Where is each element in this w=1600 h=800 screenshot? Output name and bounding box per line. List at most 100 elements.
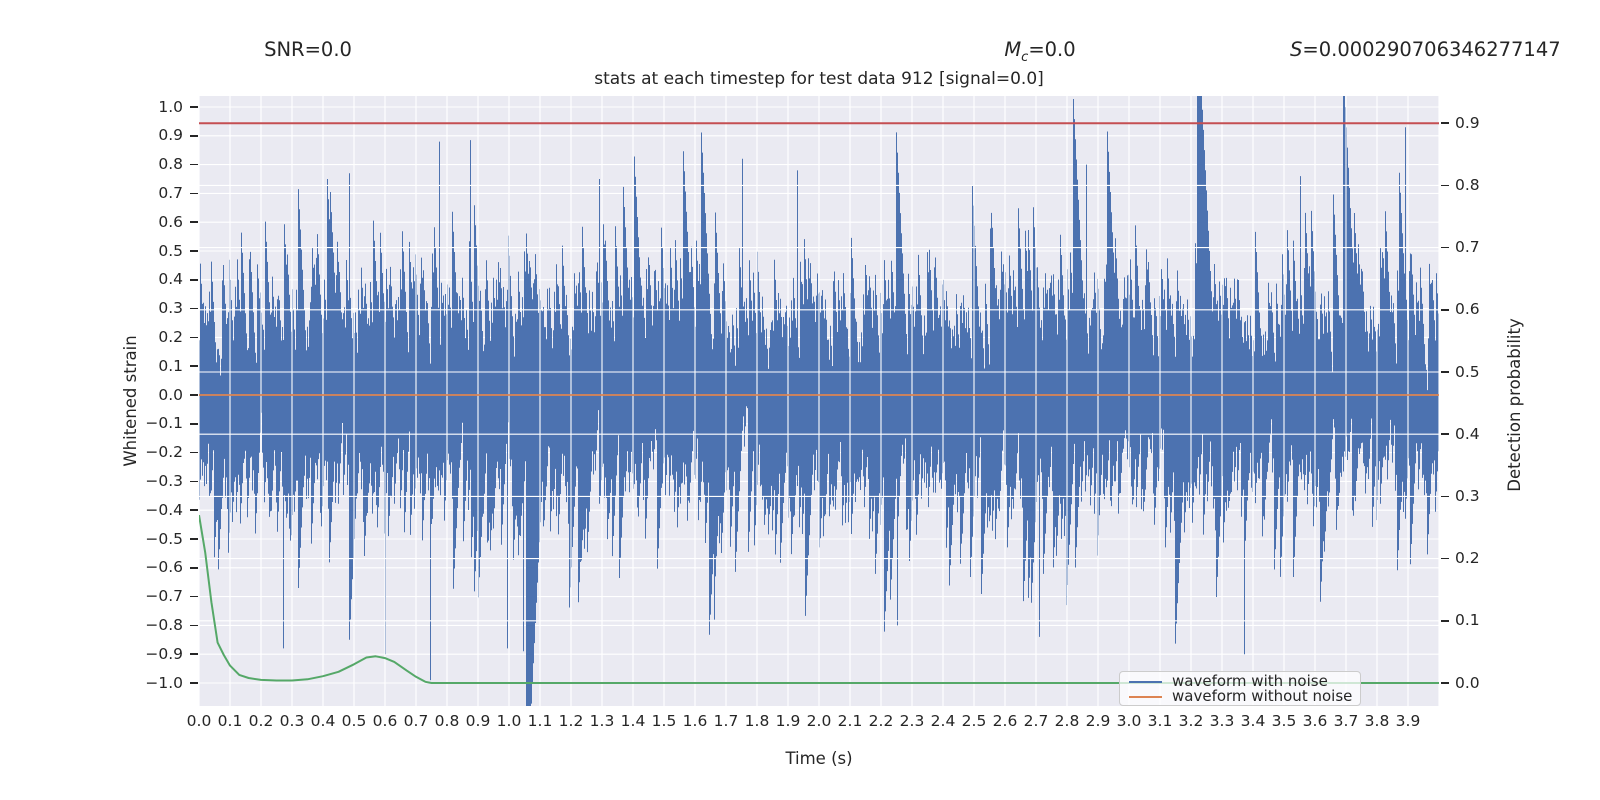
- right-y-tick-mark: [1441, 122, 1449, 124]
- left-y-tick-label: 0.4: [158, 270, 183, 289]
- x-tick-label: 2.4: [930, 712, 956, 730]
- x-tick-label: 2.8: [1054, 712, 1080, 730]
- left-y-tick-label: −0.7: [145, 587, 183, 606]
- left-y-tick-label: −0.1: [145, 414, 183, 433]
- x-tick-label: 1.3: [589, 712, 615, 730]
- x-tick-label: 3.8: [1364, 712, 1390, 730]
- x-tick-label: 0.5: [341, 712, 367, 730]
- right-y-tick-mark: [1441, 620, 1449, 622]
- statistic-symbol: S: [1290, 38, 1303, 61]
- x-tick-label: 0.0: [186, 712, 212, 730]
- right-y-axis-label: Detection probability: [1505, 318, 1524, 492]
- left-y-tick-label: −0.8: [145, 615, 183, 634]
- right-y-tick-label: 0.8: [1455, 175, 1480, 194]
- left-y-tick-mark: [190, 192, 198, 195]
- legend-item-waveform-without-noise: waveform without noise: [1129, 689, 1352, 704]
- left-y-tick-label: 0.1: [158, 356, 183, 375]
- x-tick-label: 2.5: [961, 712, 987, 730]
- left-y-tick-mark: [190, 567, 198, 569]
- left-y-tick-mark: [190, 135, 198, 137]
- x-tick-label: 0.6: [372, 712, 398, 730]
- left-y-tick-mark: [190, 682, 198, 684]
- snr-value: SNR=0.0: [264, 38, 352, 61]
- legend-line-sample-blue: [1129, 680, 1162, 683]
- left-y-tick-mark: [190, 365, 198, 367]
- left-y-tick-mark: [190, 250, 198, 252]
- x-tick-label: 3.0: [1116, 712, 1142, 730]
- snr-title: SNR=0.0: [264, 38, 352, 61]
- x-tick-label: 2.6: [992, 712, 1018, 730]
- left-y-tick-label: 0.5: [158, 241, 183, 260]
- right-y-tick-mark: [1441, 246, 1449, 249]
- x-axis-label: Time (s): [785, 749, 853, 768]
- left-y-tick-label: 1.0: [158, 97, 183, 116]
- x-tick-label: 3.5: [1271, 712, 1297, 730]
- chirp-mass-symbol: M: [1004, 38, 1022, 61]
- x-tick-label: 3.2: [1178, 712, 1204, 730]
- legend: waveform with noise waveform without noi…: [1119, 671, 1361, 706]
- left-y-tick-mark: [190, 163, 198, 166]
- left-y-tick-label: −1.0: [145, 673, 183, 692]
- x-tick-label: 1.2: [558, 712, 584, 730]
- right-y-tick-mark: [1441, 495, 1449, 498]
- x-tick-label: 0.1: [217, 712, 243, 730]
- right-y-tick-mark: [1441, 557, 1449, 560]
- right-y-tick-label: 0.6: [1455, 300, 1480, 319]
- right-y-tick-mark: [1441, 433, 1449, 435]
- x-tick-label: 3.6: [1302, 712, 1328, 730]
- left-y-tick-mark: [190, 624, 198, 627]
- left-y-tick-label: −0.6: [145, 558, 183, 577]
- chirp-mass-value: =0.0: [1028, 38, 1076, 61]
- x-tick-label: 1.8: [744, 712, 770, 730]
- chart-canvas: [199, 96, 1439, 706]
- left-y-tick-label: −0.4: [145, 500, 183, 519]
- right-y-tick-label: 0.7: [1455, 238, 1480, 257]
- x-tick-label: 1.4: [620, 712, 646, 730]
- x-tick-label: 2.1: [837, 712, 863, 730]
- legend-line-sample-orange: [1129, 695, 1162, 698]
- x-tick-label: 2.3: [899, 712, 925, 730]
- right-y-tick-label: 0.2: [1455, 549, 1480, 568]
- right-y-tick-label: 0.3: [1455, 486, 1480, 505]
- chart-title: stats at each timestep for test data 912…: [594, 69, 1044, 89]
- left-y-tick-mark: [190, 538, 198, 540]
- x-tick-label: 0.3: [279, 712, 305, 730]
- x-tick-label: 1.9: [775, 712, 801, 730]
- x-tick-label: 0.8: [434, 712, 460, 730]
- x-tick-label: 1.7: [713, 712, 739, 730]
- x-tick-label: 2.7: [1023, 712, 1049, 730]
- left-y-tick-mark: [190, 653, 198, 655]
- detection-probability-series: [199, 514, 1439, 684]
- x-tick-label: 3.1: [1147, 712, 1173, 730]
- right-y-tick-mark: [1441, 682, 1449, 684]
- x-tick-label: 0.9: [465, 712, 491, 730]
- left-y-tick-label: 0.7: [158, 183, 183, 202]
- chirp-mass-title: Mc=0.0: [1004, 38, 1075, 65]
- left-y-tick-label: −0.5: [145, 529, 183, 548]
- x-tick-label: 1.1: [527, 712, 553, 730]
- left-y-tick-label: 0.9: [158, 126, 183, 145]
- right-y-tick-mark: [1441, 309, 1449, 311]
- x-tick-label: 2.9: [1085, 712, 1111, 730]
- right-y-tick-label: 0.5: [1455, 362, 1480, 381]
- left-y-tick-mark: [190, 509, 198, 511]
- plot-area: [199, 96, 1439, 706]
- x-tick-label: 0.4: [310, 712, 336, 730]
- x-tick-label: 0.2: [248, 712, 274, 730]
- left-y-tick-mark: [190, 221, 198, 223]
- right-y-tick-mark: [1441, 184, 1449, 187]
- right-y-tick-label: 0.0: [1455, 673, 1480, 692]
- left-y-axis-label: Whitened strain: [121, 335, 140, 467]
- x-tick-label: 1.6: [682, 712, 708, 730]
- left-y-tick-mark: [190, 307, 198, 310]
- x-tick-label: 1.5: [651, 712, 677, 730]
- left-y-tick-label: 0.6: [158, 212, 183, 231]
- left-y-tick-label: 0.8: [158, 155, 183, 174]
- x-tick-label: 2.2: [868, 712, 894, 730]
- left-y-tick-mark: [190, 423, 198, 425]
- left-y-tick-mark: [190, 595, 198, 598]
- statistic-title: S=0.000290706346277147: [1290, 38, 1561, 61]
- gridlines-over: [199, 96, 1439, 706]
- left-y-tick-mark: [190, 394, 198, 396]
